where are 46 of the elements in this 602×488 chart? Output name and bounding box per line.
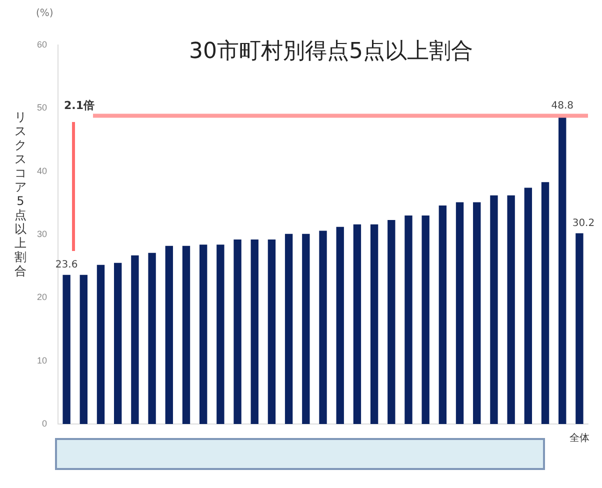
y-tick-label: 60 [36, 39, 48, 50]
bar [182, 246, 190, 424]
bar [114, 262, 122, 424]
bar [541, 182, 550, 424]
y-tick-label: 10 [36, 355, 48, 366]
bar [199, 244, 208, 424]
y-tick-label: 30 [36, 228, 48, 239]
bar [234, 240, 242, 424]
bar [456, 202, 464, 424]
bar [284, 234, 293, 424]
bar [250, 240, 258, 424]
bar [62, 274, 70, 424]
bar [353, 224, 362, 424]
bar [473, 202, 481, 424]
bar [96, 264, 105, 424]
bar [148, 252, 156, 424]
y-tick-label: 0 [42, 418, 48, 428]
ref-line-label: 2.1倍 [64, 99, 95, 112]
bar [422, 216, 430, 424]
bar [576, 233, 584, 424]
bar [388, 220, 396, 424]
bar [336, 226, 344, 424]
bar [404, 216, 412, 424]
bar [80, 274, 88, 424]
chart-title: 30市町村別得点5点以上割合 [188, 38, 474, 66]
x-tick-label: 全体 [569, 432, 590, 444]
bar [165, 246, 173, 424]
y-tick-label: 40 [36, 166, 48, 176]
text: リスクスコア5点以上割合 [14, 110, 26, 278]
bar [438, 205, 447, 424]
bar [131, 255, 139, 424]
text: (%) [36, 8, 54, 19]
y-tick-label: 50 [36, 102, 48, 113]
data-label: 30.2 [572, 218, 595, 229]
data-label: 23.6 [55, 260, 78, 271]
bar [370, 224, 378, 424]
bar [524, 188, 532, 424]
bar [507, 195, 515, 424]
bar [268, 240, 276, 424]
bar [302, 234, 310, 424]
bar [319, 230, 327, 424]
data-label: 48.8 [551, 100, 574, 112]
bar [490, 195, 498, 424]
bar [558, 116, 566, 424]
bar [216, 244, 224, 424]
y-tick-label: 20 [36, 292, 48, 302]
